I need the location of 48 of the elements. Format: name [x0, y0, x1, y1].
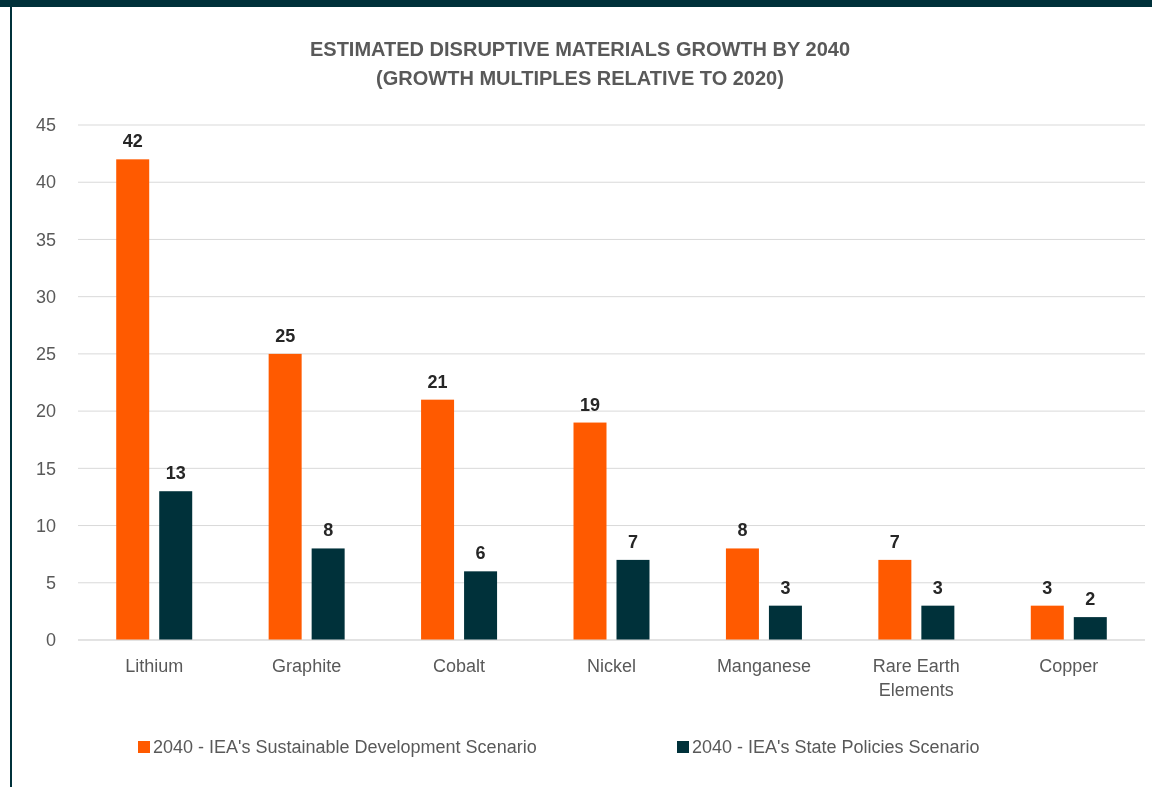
bar	[464, 571, 498, 640]
x-tick-label: Nickel	[586, 656, 637, 676]
data-label: 3	[780, 577, 791, 598]
chart-title: ESTIMATED DISRUPTIVE MATERIALS GROWTH BY 2040 (GROWTH MULTIPLES RELATIVE TO 2020)	[309, 38, 851, 89]
y-tick-label: 25	[35, 344, 56, 365]
x-tick-label: Copper	[1039, 656, 1099, 676]
bar	[573, 422, 607, 640]
bar	[1073, 617, 1107, 640]
y-tick-label: 15	[35, 458, 56, 479]
data-label: 3	[932, 577, 943, 598]
bar	[159, 491, 193, 640]
data-label: 7	[627, 531, 639, 552]
data-label: 13	[165, 463, 186, 484]
bar	[116, 159, 150, 640]
data-label: 42	[122, 131, 143, 152]
y-tick-label: 20	[35, 401, 56, 422]
data-label: 3	[1042, 577, 1053, 598]
data-label: 19	[579, 394, 601, 415]
y-tick-label: 45	[35, 115, 56, 136]
x-tick-label: Manganese	[716, 656, 811, 676]
bar	[1030, 605, 1064, 640]
y-tick-label: 35	[35, 229, 56, 250]
data-label: 8	[323, 520, 334, 541]
bar	[921, 605, 955, 640]
data-label: 25	[275, 325, 296, 346]
legend-label: 2040 - IEA's Sustainable Development Scenario	[153, 737, 537, 757]
data-label: 2	[1085, 589, 1096, 610]
x-tick-label: Lithium	[125, 656, 184, 676]
y-tick-label: 5	[45, 573, 56, 594]
bar	[421, 399, 455, 640]
data-label: 8	[737, 520, 748, 541]
bar	[268, 353, 302, 640]
data-label: 21	[427, 371, 448, 392]
bar	[725, 548, 759, 640]
legend-label: 2040 - IEA's State Policies Scenario	[692, 737, 980, 757]
y-tick-label: 10	[35, 515, 56, 536]
x-tick-label: Graphite	[272, 656, 342, 676]
x-tick-label: Rare Earth Elements	[872, 656, 960, 700]
bar	[616, 559, 650, 640]
y-tick-label: 30	[35, 286, 56, 307]
data-label: 6	[475, 543, 486, 564]
bar	[878, 559, 912, 640]
y-tick-label: 40	[35, 172, 56, 193]
x-tick-label: Cobalt	[433, 656, 486, 676]
bar	[768, 605, 802, 640]
y-tick-label: 0	[45, 630, 56, 651]
data-label: 7	[889, 531, 900, 552]
bar	[311, 548, 345, 640]
